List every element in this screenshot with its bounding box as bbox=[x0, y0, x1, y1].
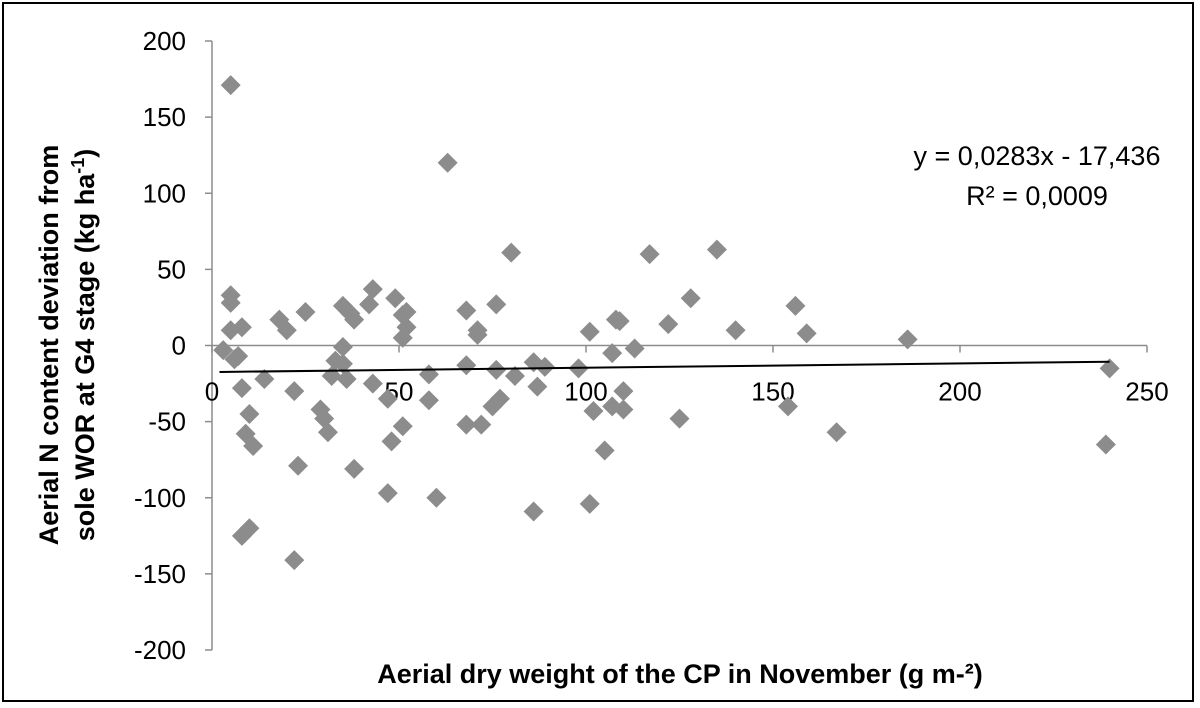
data-point bbox=[785, 295, 806, 316]
y-tick-label: 100 bbox=[143, 178, 186, 208]
data-point bbox=[486, 294, 507, 315]
data-point bbox=[392, 327, 413, 348]
data-point bbox=[579, 321, 600, 342]
data-point bbox=[381, 431, 402, 452]
data-point bbox=[583, 400, 604, 421]
data-point bbox=[426, 487, 447, 508]
y-axis-title-line2: sole WOR at G4 stage (kg ha-1) bbox=[68, 149, 100, 542]
data-point bbox=[332, 353, 353, 374]
y-tick-label: -200 bbox=[134, 635, 186, 665]
data-point bbox=[418, 364, 439, 385]
data-point bbox=[489, 388, 510, 409]
x-tick-label: 100 bbox=[564, 377, 607, 407]
data-point bbox=[254, 368, 275, 389]
data-point bbox=[418, 390, 439, 411]
data-point bbox=[609, 311, 630, 332]
data-point bbox=[220, 75, 241, 96]
y-tick-label: 0 bbox=[172, 331, 186, 361]
data-point bbox=[594, 440, 615, 461]
data-point bbox=[385, 288, 406, 309]
data-point bbox=[228, 346, 249, 367]
trendline-r-squared: R² = 0,0009 bbox=[966, 181, 1108, 211]
data-point bbox=[392, 416, 413, 437]
x-axis-ticks: 0 50 100 150 200 250 bbox=[205, 345, 1169, 407]
y-axis-title-line2-main: sole WOR at G4 stage (kg ha bbox=[70, 173, 100, 542]
data-point bbox=[284, 550, 305, 571]
data-point bbox=[725, 320, 746, 341]
data-point bbox=[284, 381, 305, 402]
data-point bbox=[504, 365, 525, 386]
data-point bbox=[669, 408, 690, 429]
data-point bbox=[534, 356, 555, 377]
data-point bbox=[332, 337, 353, 358]
x-tick-label: 0 bbox=[205, 377, 219, 407]
data-point bbox=[243, 435, 264, 456]
y-tick-label: 150 bbox=[143, 102, 186, 132]
y-axis-ticks: 200 150 100 50 0 -50 -100 -150 -200 bbox=[134, 26, 212, 665]
data-point bbox=[231, 378, 252, 399]
data-points bbox=[213, 75, 1120, 571]
data-point bbox=[897, 329, 918, 350]
data-point bbox=[362, 279, 383, 300]
data-point bbox=[317, 422, 338, 443]
data-point bbox=[501, 242, 522, 263]
data-point bbox=[826, 422, 847, 443]
y-tick-label: 200 bbox=[143, 26, 186, 56]
data-point bbox=[362, 373, 383, 394]
y-tick-label: -150 bbox=[134, 559, 186, 589]
data-point bbox=[377, 388, 398, 409]
data-point bbox=[239, 518, 260, 539]
data-point bbox=[658, 314, 679, 335]
data-point bbox=[613, 399, 634, 420]
data-point bbox=[527, 376, 548, 397]
data-point bbox=[276, 320, 297, 341]
data-point bbox=[344, 458, 365, 479]
data-point bbox=[213, 340, 234, 361]
data-point bbox=[1099, 358, 1120, 379]
data-point bbox=[796, 323, 817, 344]
data-point bbox=[486, 359, 507, 380]
axes bbox=[211, 41, 1147, 650]
y-axis-title-superscript: -1 bbox=[68, 158, 88, 174]
trendline bbox=[219, 360, 1110, 373]
y-tick-label: -50 bbox=[148, 407, 186, 437]
y-axis-title-line1: Aerial N content deviation from bbox=[34, 145, 64, 546]
data-point bbox=[613, 381, 634, 402]
data-point bbox=[336, 368, 357, 389]
y-axis-title-line2-end: ) bbox=[70, 149, 100, 158]
data-point bbox=[239, 404, 260, 425]
data-point bbox=[288, 455, 309, 476]
data-point bbox=[359, 294, 380, 315]
data-point bbox=[344, 309, 365, 330]
data-point bbox=[1095, 434, 1116, 455]
trendline-equation: y = 0,0283x - 17,436 bbox=[914, 141, 1161, 171]
data-point bbox=[467, 324, 488, 345]
data-point bbox=[456, 355, 477, 376]
data-point bbox=[680, 288, 701, 309]
data-point bbox=[396, 302, 417, 323]
data-point bbox=[624, 338, 645, 359]
data-point bbox=[295, 302, 316, 323]
data-point bbox=[437, 152, 458, 173]
data-point bbox=[523, 501, 544, 522]
data-point bbox=[377, 483, 398, 504]
x-axis-title: Aerial dry weight of the CP in November … bbox=[377, 659, 983, 689]
data-point bbox=[231, 317, 252, 338]
data-point bbox=[471, 414, 492, 435]
data-point bbox=[456, 414, 477, 435]
data-point bbox=[639, 244, 660, 265]
data-point bbox=[220, 292, 241, 313]
y-tick-label: -100 bbox=[134, 483, 186, 513]
x-tick-label: 250 bbox=[1125, 377, 1168, 407]
data-point bbox=[777, 396, 798, 417]
data-point bbox=[456, 300, 477, 321]
data-point bbox=[579, 493, 600, 514]
y-tick-label: 50 bbox=[157, 254, 186, 284]
data-point bbox=[706, 239, 727, 260]
data-point bbox=[602, 343, 623, 364]
y-axis-title: Aerial N content deviation from sole WOR… bbox=[34, 145, 100, 546]
x-tick-label: 200 bbox=[938, 377, 981, 407]
